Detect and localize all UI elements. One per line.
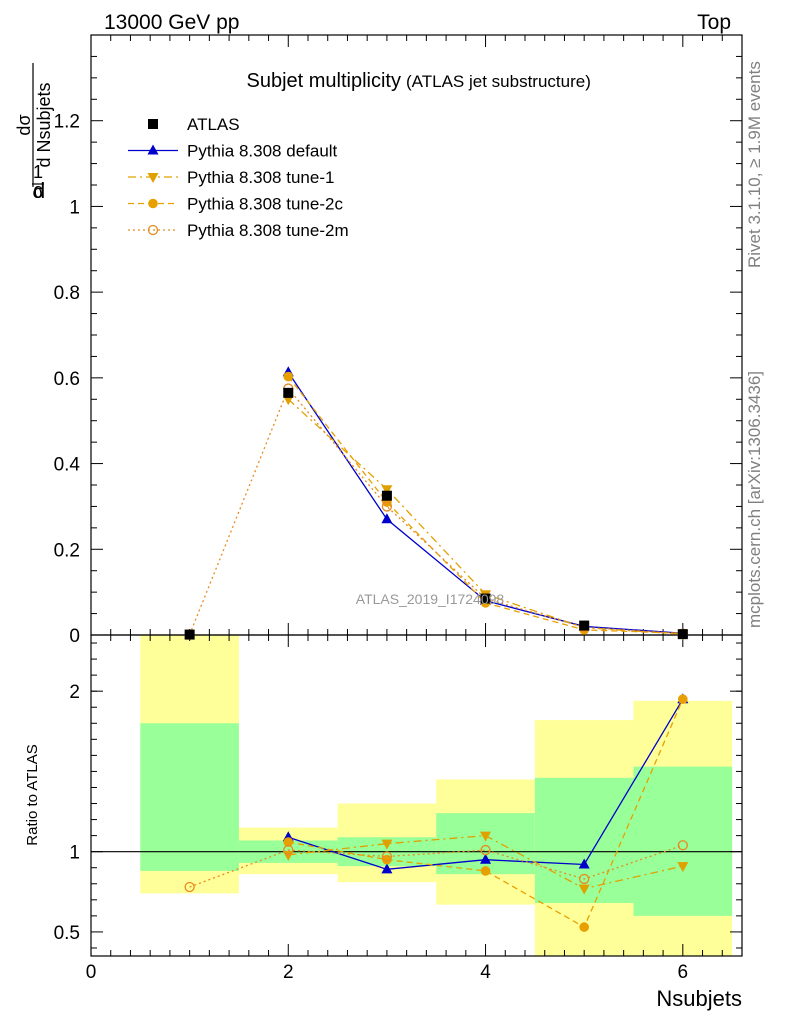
data-point (381, 490, 392, 501)
series-line-main (189, 387, 683, 635)
data-point (283, 387, 294, 398)
ratio-axis-label: Ratio to ATLAS (24, 744, 41, 845)
series-point-ratio (381, 851, 393, 862)
series-point-ratio (579, 873, 590, 885)
band-inner (436, 813, 535, 875)
series-point-ratio (578, 858, 590, 869)
ylabel-one: 1 (33, 162, 43, 182)
x-tick-label: 6 (678, 962, 689, 983)
series-point-ratio (283, 844, 294, 856)
series-atlas-data (184, 387, 688, 640)
legend-marker (148, 119, 158, 129)
legend-label: Pythia 8.308 default (187, 142, 338, 161)
y-tick-label-main: 0.4 (54, 455, 81, 476)
ylabel-dsigma: dσ (14, 114, 34, 135)
series-point-ratio (480, 844, 491, 856)
series-point-main (381, 485, 393, 496)
series-point-ratio (578, 884, 590, 895)
series-layer (184, 366, 689, 932)
chart-title: Subjet multiplicity (246, 70, 401, 92)
y-axis-label-main: d 1 σ (32, 162, 45, 203)
mcplots-label: mcplots.cern.ch [arXiv:1306.3436] (745, 370, 764, 628)
legend-label: ATLAS (187, 115, 240, 134)
chart-subtitle: (ATLAS jet substructure) (406, 72, 591, 91)
legend-label: Pythia 8.308 tune-2c (187, 195, 343, 214)
data-point (579, 620, 590, 631)
legend-marker (147, 224, 159, 236)
legend: ATLAS Pythia 8.308 default Pythia 8.308 tu… (128, 115, 349, 240)
series-point-main (381, 513, 393, 524)
ratio-uncertainty-bands (91, 635, 742, 956)
data-point (677, 629, 688, 640)
band-inner (534, 777, 634, 904)
series-point-ratio (382, 854, 392, 865)
data-point (480, 593, 491, 604)
y-tick-label-main: 0.8 (54, 283, 80, 304)
y-tick-label-ratio: 1 (69, 843, 80, 864)
legend-label: Pythia 8.308 tune-1 (187, 168, 334, 187)
analysis-watermark: ATLAS_2019_I1724098 (356, 591, 505, 607)
series-point-ratio (283, 837, 294, 847)
series-point-main (381, 501, 393, 512)
x-tick-label: 2 (283, 962, 294, 983)
legend-marker (147, 144, 159, 155)
y-tick-label-ratio: 0.5 (54, 923, 80, 944)
x-tick-label: 4 (480, 962, 491, 983)
rivet-version-label: Rivet 3.1.10, ≥ 1.9M events (745, 61, 764, 268)
header-left: 13000 GeV pp (104, 11, 239, 34)
legend-item: Pythia 8.308 tune-1 (128, 168, 334, 187)
x-axis-label: Nsubjets (656, 986, 742, 1011)
series-line-ratio (288, 698, 684, 929)
legend-marker (148, 198, 158, 209)
y-tick-label-main: 0.2 (54, 540, 80, 561)
series-point-ratio (480, 866, 491, 876)
series-point-ratio (678, 694, 688, 704)
legend-label: Pythia 8.308 tune-2m (187, 221, 349, 240)
legend-item: Pythia 8.308 tune-2m (128, 221, 349, 240)
legend-item: ATLAS (148, 115, 240, 134)
y-tick-label-main: 1 (69, 197, 80, 218)
legend-item: Pythia 8.308 tune-2c (128, 195, 343, 214)
series-point-ratio (480, 853, 492, 864)
series-point-ratio (480, 831, 492, 842)
header-right: Top (697, 11, 731, 34)
data-point (184, 629, 195, 640)
series-point-ratio (677, 840, 688, 851)
legend-marker (147, 173, 159, 183)
series-point-main (283, 371, 294, 382)
x-tick-label: 0 (86, 962, 97, 983)
y-tick-label-main: 0.6 (54, 369, 80, 390)
legend-item: Pythia 8.308 default (128, 142, 338, 161)
band-inner (140, 723, 239, 871)
y-tick-label-main: 1.2 (54, 112, 80, 133)
axis-ticks: 0 2 4 6 0 0.2 0.4 0.6 0.8 1 1.2 0.5 1 2 (54, 34, 742, 983)
ratio-panel-frame (90, 634, 743, 957)
series-point-ratio (381, 839, 393, 850)
series-point-ratio (677, 862, 689, 873)
y-tick-label-main: 0 (69, 626, 80, 647)
ylabel-sigma: σ (32, 182, 43, 202)
series-point-ratio (381, 863, 393, 874)
y-tick-label-ratio: 2 (69, 682, 80, 703)
series-point-ratio (579, 922, 589, 932)
ylabel-d-nsubjets: d Nsubjets (34, 82, 54, 167)
y-axis-label-fraction: dσ d Nsubjets (14, 63, 54, 187)
series-point-ratio (184, 881, 195, 893)
